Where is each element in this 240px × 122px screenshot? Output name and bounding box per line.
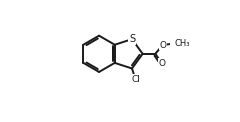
Text: CH₃: CH₃	[175, 39, 190, 48]
Text: O: O	[159, 41, 166, 50]
Text: Cl: Cl	[131, 75, 140, 84]
Text: O: O	[159, 59, 166, 68]
Text: S: S	[129, 34, 135, 44]
